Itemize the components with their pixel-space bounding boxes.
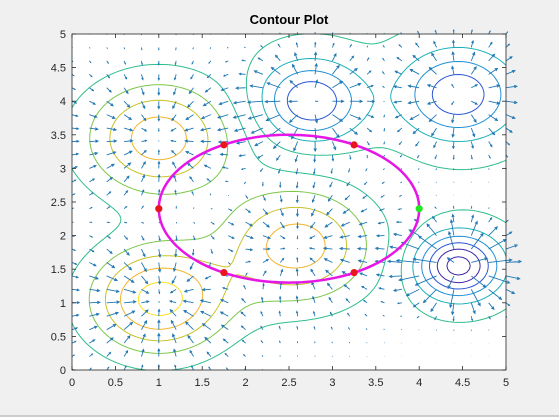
- contour-level-2: [436, 248, 481, 284]
- contour-level-6: [245, 33, 507, 323]
- x-tick-label: 3: [329, 377, 335, 389]
- chart-title: Contour Plot: [250, 12, 329, 27]
- marker-point-5: [220, 268, 228, 277]
- marker-point-6: [350, 268, 358, 277]
- x-tick-label: 2: [243, 377, 249, 389]
- y-tick-label: 3: [60, 163, 66, 175]
- x-tick-label: 0: [69, 377, 75, 389]
- x-tick-label: 1.5: [195, 377, 210, 389]
- marker-point-1: [220, 141, 228, 149]
- contour-level-7: [71, 63, 390, 371]
- gradient-arrows: [71, 28, 523, 371]
- x-tick-label: 4.5: [455, 377, 470, 389]
- quiver-arrows: [71, 28, 523, 371]
- y-tick-label: 5: [60, 29, 66, 41]
- y-tick-label: 2.5: [51, 197, 66, 209]
- plot-area: [72, 34, 506, 370]
- contour-level-4: [274, 60, 502, 297]
- y-tick-label: 4.5: [51, 63, 66, 75]
- marker-point-2: [350, 141, 358, 149]
- contour-level-11: [137, 281, 183, 316]
- y-tick-label: 4: [60, 96, 66, 108]
- marker-point-3: [155, 205, 163, 213]
- y-tick-label: 0: [60, 365, 66, 377]
- contour-level-3: [286, 73, 489, 290]
- x-tick-label: 0.5: [108, 377, 123, 389]
- y-tick-label: 1: [60, 298, 66, 310]
- y-tick-label: 2: [60, 231, 66, 243]
- y-tick-label: 3.5: [51, 130, 66, 142]
- y-tick-label: 0.5: [51, 331, 66, 343]
- axes: 0 0.5 1 1.5 2 2.5 3 3.5 4 4.5 5 0 0.5 1 1.5 2 2.5 3 3.5 4 4.…: [51, 29, 509, 389]
- marker-point-4: [415, 205, 423, 213]
- point-markers: [155, 141, 423, 277]
- x-tick-label: 1: [156, 377, 162, 389]
- x-tick-label: 3.5: [368, 377, 383, 389]
- x-tick-label: 4: [416, 377, 422, 389]
- x-tick-label: 5: [503, 377, 509, 389]
- y-tick-label: 1.5: [51, 264, 66, 276]
- x-tick-label: 2.5: [281, 377, 296, 389]
